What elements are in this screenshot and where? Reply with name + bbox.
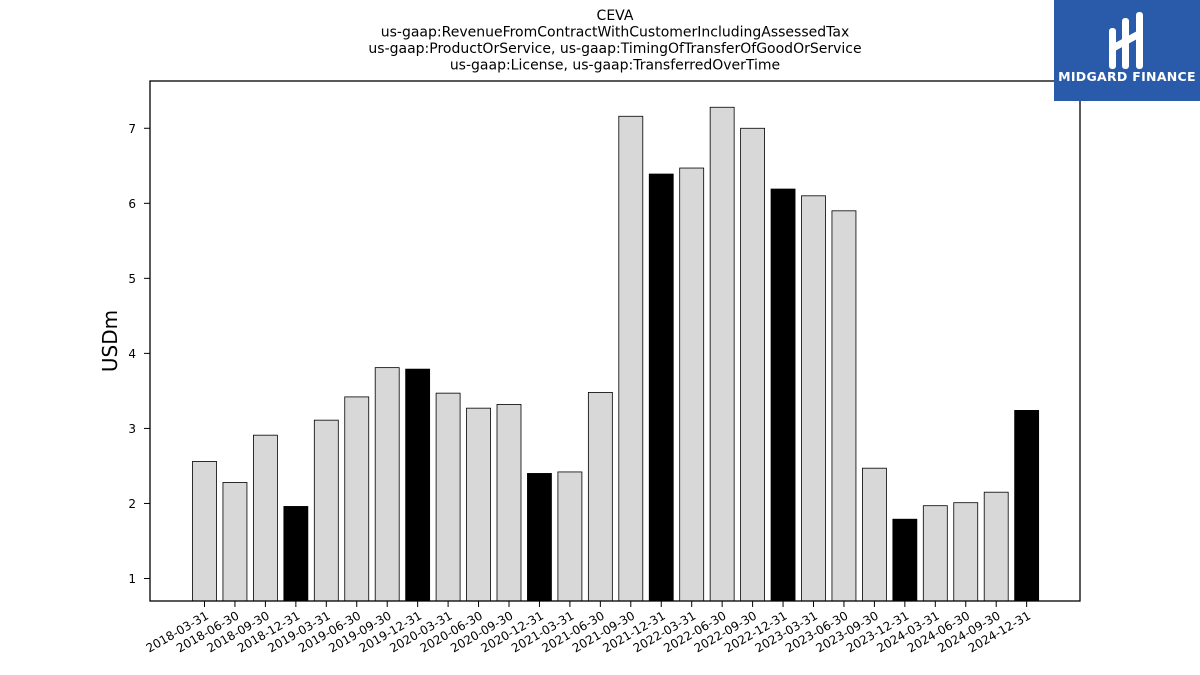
bar-2020-09-30 <box>496 404 522 602</box>
bar-2024-06-30 <box>953 502 979 602</box>
bar-2024-12-31 <box>1014 410 1040 602</box>
chart-title-line-1: CEVA <box>597 8 634 24</box>
y-tick-label: 5 <box>128 272 136 286</box>
chart-title-line-4: us-gaap:License, us-gaap:TransferredOver… <box>450 58 780 74</box>
y-tick-label: 2 <box>128 497 136 511</box>
bar-2024-09-30 <box>983 491 1009 602</box>
bar-2021-12-31 <box>648 173 674 602</box>
plot-frame <box>149 80 1081 602</box>
bar-2023-06-30 <box>831 210 857 602</box>
bar-2022-06-30 <box>709 106 735 602</box>
bar-2018-03-31 <box>192 461 217 602</box>
y-tick-label: 3 <box>128 422 136 436</box>
logo-text: MIDGARD FINANCE <box>1058 69 1196 84</box>
bar-2019-09-30 <box>374 367 400 602</box>
bar-2018-09-30 <box>252 434 278 602</box>
bar-2022-03-31 <box>679 167 705 602</box>
y-axis: 1 2 3 4 5 6 7 <box>128 122 150 586</box>
bar-2022-09-30 <box>740 127 765 602</box>
chart-title-line-2: us-gaap:RevenueFromContractWithCustomerI… <box>381 25 850 41</box>
bar-2019-03-31 <box>313 419 339 602</box>
chart-title-line-3: us-gaap:ProductOrService, us-gaap:Timing… <box>368 41 861 57</box>
bar-2018-06-30 <box>222 482 248 602</box>
bar-series <box>192 106 1040 602</box>
y-tick-label: 1 <box>128 572 136 586</box>
bar-2021-03-31 <box>557 471 583 602</box>
bar-2021-09-30 <box>618 115 644 602</box>
bar-2023-12-31 <box>892 518 918 602</box>
chart-title: CEVA us-gaap:RevenueFromContractWithCust… <box>368 8 861 74</box>
bar-2018-12-31 <box>283 506 309 602</box>
bar-2019-12-31 <box>405 368 431 602</box>
midgard-finance-logo: MIDGARD FINANCE <box>1054 0 1200 101</box>
bar-2019-06-30 <box>344 396 370 602</box>
bar-2022-12-31 <box>770 188 796 602</box>
bar-2021-06-30 <box>587 391 613 602</box>
bar-2020-06-30 <box>466 407 491 602</box>
bar-2023-09-30 <box>862 467 887 602</box>
logo-mark-icon <box>1109 12 1143 69</box>
y-tick-label: 6 <box>128 197 136 211</box>
bar-2024-03-31 <box>922 505 948 602</box>
y-tick-label: 4 <box>128 347 136 361</box>
bar-2020-12-31 <box>527 473 552 602</box>
y-axis-label: USDm <box>98 310 122 372</box>
bar-2023-03-31 <box>801 195 826 602</box>
x-axis: 2018-03-312018-06-302018-09-302018-12-31… <box>144 601 1033 655</box>
y-tick-label: 7 <box>128 122 136 136</box>
bar-2020-03-31 <box>435 392 461 602</box>
